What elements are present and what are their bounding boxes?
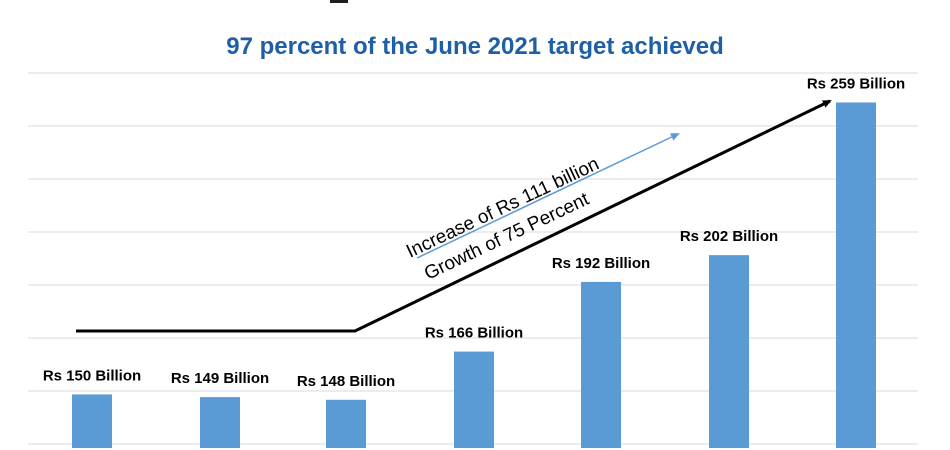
cropped-title-fragment (330, 0, 348, 3)
bar (200, 397, 240, 448)
bars (72, 102, 876, 448)
bar-data-label: Rs 166 Billion (425, 325, 523, 342)
chart-subtitle: 97 percent of the June 2021 target achie… (226, 33, 724, 60)
annotation-arrow (416, 133, 680, 259)
bar-data-label: Rs 192 Billion (552, 255, 650, 272)
bar-data-label: Rs 202 Billion (680, 228, 778, 245)
bar-data-label: Rs 149 Billion (171, 370, 269, 387)
bar-data-label: Rs 148 Billion (297, 373, 395, 390)
gridlines (28, 72, 918, 445)
bar (326, 399, 366, 448)
bar (72, 394, 112, 448)
bar (454, 351, 494, 448)
data-labels: Rs 150 Billion Rs 149 Billion Rs 148 Billi… (43, 75, 905, 389)
bar (581, 281, 621, 448)
bar (709, 255, 749, 448)
trend-line (76, 99, 832, 333)
bar-data-label: Rs 150 Billion (43, 367, 141, 384)
bar (836, 102, 876, 448)
bar-data-label: Rs 259 Billion (807, 75, 905, 92)
